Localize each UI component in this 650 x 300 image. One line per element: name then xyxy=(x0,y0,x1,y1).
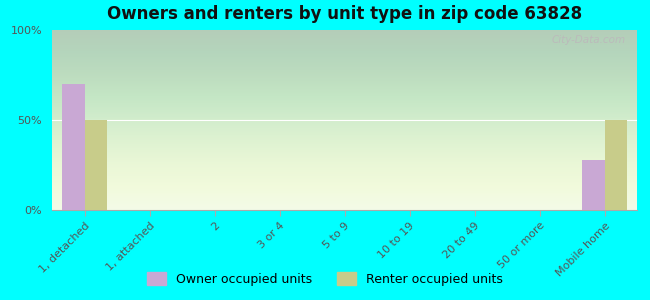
Title: Owners and renters by unit type in zip code 63828: Owners and renters by unit type in zip c… xyxy=(107,5,582,23)
Bar xyxy=(582,160,604,210)
Bar xyxy=(84,120,107,210)
Legend: Owner occupied units, Renter occupied units: Owner occupied units, Renter occupied un… xyxy=(142,267,508,291)
Bar xyxy=(62,84,84,210)
Bar xyxy=(604,120,627,210)
Text: City-Data.com: City-Data.com xyxy=(551,35,625,45)
